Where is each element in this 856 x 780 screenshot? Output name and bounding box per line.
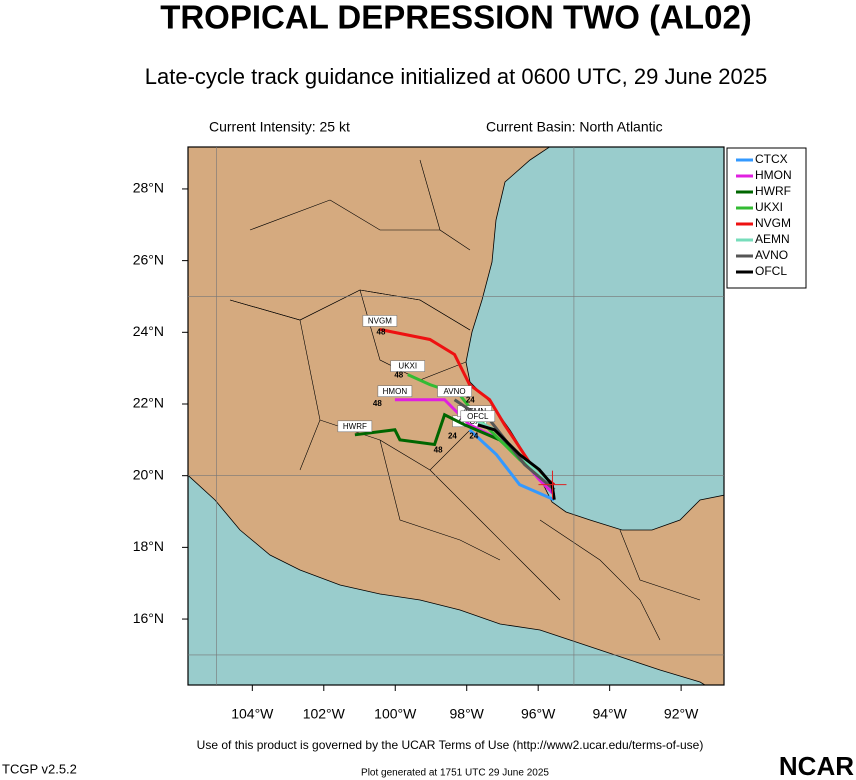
track-line xyxy=(468,428,555,502)
x-tick-label: 98°W xyxy=(450,706,485,722)
track-label-box xyxy=(337,420,373,433)
x-tick-label: 100°W xyxy=(374,706,417,722)
y-tick-label: 22°N xyxy=(133,395,164,411)
track-label-box xyxy=(390,360,426,372)
track-label-box xyxy=(362,315,398,327)
y-tick-label: 18°N xyxy=(133,538,164,554)
x-tick-label: 102°W xyxy=(303,706,346,722)
hour-label: 48 xyxy=(394,370,403,379)
generated-text: Plot generated at 1751 UTC 29 June 2025 xyxy=(361,768,549,779)
y-tick-label: 24°N xyxy=(133,323,164,339)
y-tick-label: 28°N xyxy=(133,180,164,196)
track-label-box xyxy=(437,385,472,397)
track-label-box xyxy=(460,410,496,423)
track-label: NVGM xyxy=(368,317,392,326)
legend-label: HMON xyxy=(755,168,792,182)
hour-label: 48 xyxy=(373,399,382,408)
track-label: AVNO xyxy=(444,387,466,396)
ncar-logo: NCAR xyxy=(779,751,854,780)
legend-label: UKXI xyxy=(755,200,783,214)
legend-label: HWRF xyxy=(755,184,791,198)
legend-label: AEMN xyxy=(755,232,790,246)
x-tick-label: 92°W xyxy=(664,706,699,722)
hour-label: 48 xyxy=(434,446,443,455)
version-text: TCGP v2.5.2 xyxy=(2,761,77,776)
y-tick-label: 20°N xyxy=(133,466,164,482)
legend-label: NVGM xyxy=(755,216,791,230)
track-label: OFCL xyxy=(467,412,489,421)
terms-text: Use of this product is governed by the U… xyxy=(197,738,704,752)
y-tick-label: 16°N xyxy=(133,610,164,626)
x-tick-label: 104°W xyxy=(231,706,274,722)
tracks-layer: CTCXHMONHWRFUKXINVGMAEMNAVNOOFCL48484848… xyxy=(188,147,724,685)
chart-title: TROPICAL DEPRESSION TWO (AL02) xyxy=(160,0,752,36)
hour-label: 24 xyxy=(466,396,475,405)
legend-label: AVNO xyxy=(755,248,788,262)
track-label-box xyxy=(377,385,413,397)
legend-box xyxy=(726,147,807,289)
track-label: UKXI xyxy=(398,362,417,371)
legend-label: OFCL xyxy=(755,264,787,278)
hour-label: 24 xyxy=(469,431,478,440)
track-label: HMON xyxy=(383,387,408,396)
track-label: HWRF xyxy=(343,422,367,431)
x-tick-label: 94°W xyxy=(592,706,627,722)
map-frame xyxy=(187,146,725,686)
info-intensity: Current Intensity: 25 kt xyxy=(209,119,350,135)
hour-label: 24 xyxy=(448,431,457,440)
x-tick-label: 96°W xyxy=(521,706,556,722)
chart-subtitle: Late-cycle track guidance initialized at… xyxy=(145,64,767,89)
legend-label: CTCX xyxy=(755,152,788,166)
y-tick-label: 26°N xyxy=(133,251,164,267)
current-position xyxy=(538,470,567,499)
track-line xyxy=(394,398,556,496)
info-basin: Current Basin: North Atlantic xyxy=(486,119,663,135)
hour-label: 48 xyxy=(377,327,386,336)
